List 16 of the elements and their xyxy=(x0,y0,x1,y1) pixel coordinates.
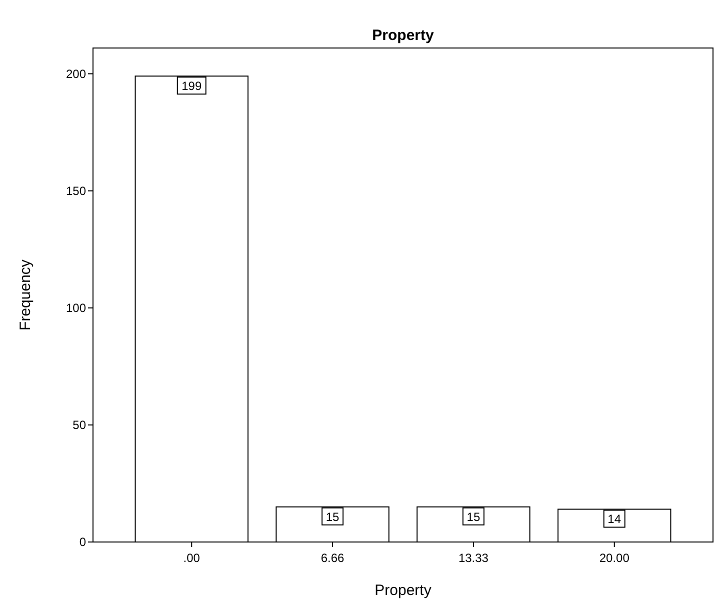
y-axis-title: Frequency xyxy=(17,259,34,330)
x-tick-label: 20.00 xyxy=(599,551,630,565)
data-label: 14 xyxy=(608,512,622,526)
x-axis-title: Property xyxy=(374,582,432,599)
chart-title: Property xyxy=(372,27,434,44)
y-tick-label: 100 xyxy=(66,300,86,315)
y-tick-label: 0 xyxy=(79,535,86,549)
data-label: 199 xyxy=(182,79,202,94)
data-label: 15 xyxy=(326,510,340,524)
x-tick-label: .00 xyxy=(183,551,200,565)
y-tick-label: 50 xyxy=(72,418,86,432)
x-tick-label: 6.66 xyxy=(320,551,345,565)
x-tick-label: 13.33 xyxy=(458,551,489,565)
y-tick-label: 200 xyxy=(66,66,86,81)
y-tick-label: 150 xyxy=(66,184,86,198)
data-label: 15 xyxy=(466,510,480,524)
